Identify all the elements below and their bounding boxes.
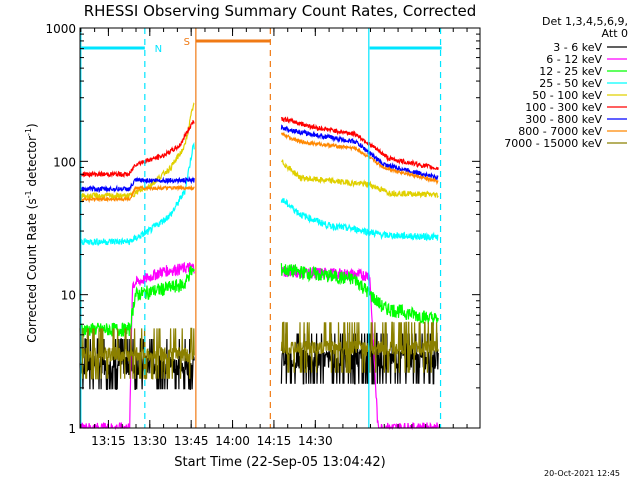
series-4-segment-2 (280, 197, 439, 242)
legend-item-4: 25 - 50 keV (539, 77, 627, 90)
legend-item-7: 300 - 800 keV (525, 113, 627, 126)
series-8-line (79, 131, 439, 204)
series-6-line (79, 116, 439, 178)
series-4-segment-1 (79, 141, 195, 247)
date-stamp: 20-Oct-2021 12:45 (544, 469, 620, 478)
series-3-line (79, 263, 439, 337)
series-6-segment-2 (280, 116, 439, 171)
axes: 1 10 100 1000 13:15 13:30 13:45 14:00 14:15 14:30 (45, 22, 481, 448)
x-tick-label: 14:00 (215, 434, 250, 448)
legend-label: 25 - 50 keV (539, 77, 602, 90)
series-7-segment-1 (79, 176, 195, 193)
series-9-line (79, 321, 439, 380)
series-8-segment-1 (79, 184, 195, 204)
y-tick-label: 10 (61, 289, 76, 303)
x-axis-label: Start Time (22-Sep-05 13:04:42) (174, 455, 385, 470)
series-5-line (79, 102, 439, 201)
legend-label: 3 - 6 keV (553, 41, 602, 54)
legend-item-9: 7000 - 15000 keV (504, 137, 627, 150)
legend-item-3: 12 - 25 keV (539, 65, 627, 78)
series-3-segment-1 (79, 265, 195, 337)
plot-frame (79, 27, 481, 429)
legend-item-1: 3 - 6 keV (553, 41, 627, 54)
x-tick-label: 13:15 (91, 434, 126, 448)
x-tick-label: 13:45 (174, 434, 209, 448)
legend-item-5: 50 - 100 keV (532, 89, 627, 102)
flag-label-s: S (184, 37, 190, 48)
chart-title: RHESSI Observing Summary Count Rates, Co… (84, 2, 477, 20)
legend-label: 6 - 12 keV (546, 53, 602, 66)
plot-area: NS (79, 28, 442, 431)
series-9-segment-1 (79, 327, 195, 380)
series-5-segment-1 (79, 102, 195, 201)
legend-header-line-1: Det 1,3,4,5,6,9, (542, 15, 628, 28)
legend-label: 50 - 100 keV (532, 89, 602, 102)
flag-label-n: N (155, 44, 162, 55)
legend-header: Det 1,3,4,5,6,9, Att 0 (542, 15, 628, 40)
legend-label: 7000 - 15000 keV (504, 137, 602, 150)
legend-label: 800 - 7000 keV (518, 125, 602, 138)
x-tick-label: 14:30 (298, 434, 333, 448)
x-tick-label: 14:15 (257, 434, 292, 448)
series-8-segment-2 (280, 131, 439, 186)
legend-item-2: 6 - 12 keV (546, 53, 627, 66)
y-tick-label: 1000 (45, 22, 76, 36)
series-4-line (79, 141, 439, 247)
series-7-line (79, 124, 439, 193)
legend-item-8: 800 - 7000 keV (518, 125, 627, 138)
series-7-segment-2 (280, 124, 439, 181)
series-5-segment-2 (281, 159, 439, 199)
y-axis-label: Corrected Count Rate (s-1 detector-1) (24, 123, 39, 342)
series-9-segment-2 (280, 321, 439, 374)
legend-label: 12 - 25 keV (539, 65, 602, 78)
legend-item-6: 100 - 300 keV (525, 101, 627, 114)
legend-header-line-2: Att 0 (602, 27, 628, 40)
y-tick-label: 1 (68, 422, 76, 436)
series-3-segment-2 (280, 263, 439, 326)
legend-label: 300 - 800 keV (525, 113, 602, 126)
y-tick-label: 100 (53, 155, 76, 169)
series-6-segment-1 (79, 119, 195, 178)
legend-label: 100 - 300 keV (525, 101, 602, 114)
series-1-segment-1 (79, 338, 195, 390)
x-tick-label: 13:30 (132, 434, 167, 448)
